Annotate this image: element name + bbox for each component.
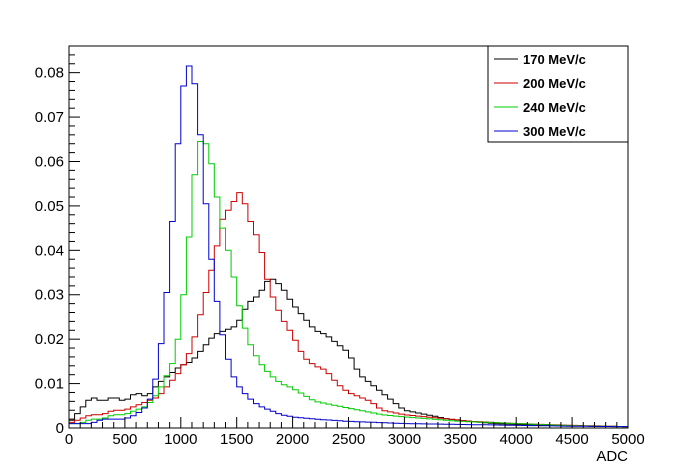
y-tick-label: 0.07 — [35, 109, 64, 126]
series-line-3 — [69, 141, 628, 428]
x-tick-label: 2000 — [276, 431, 309, 448]
series-line-4 — [69, 65, 628, 428]
y-tick-label: 0.05 — [35, 198, 64, 215]
y-tick-label: 0 — [56, 420, 64, 437]
x-tick-label: 4500 — [555, 431, 588, 448]
legend-label: 200 MeV/c — [523, 76, 586, 91]
legend: 170 MeV/c 200 MeV/c 240 MeV/c 300 MeV/c — [487, 45, 629, 143]
y-tick-label: 0.06 — [35, 153, 64, 170]
legend-box — [487, 45, 629, 143]
y-tick-label: 0.08 — [35, 65, 64, 82]
y-tick-label: 0.04 — [35, 242, 64, 259]
y-tick-label: 0.02 — [35, 331, 64, 348]
x-tick-label: 500 — [112, 431, 137, 448]
x-tick-label: 0 — [65, 431, 73, 448]
x-tick-label: 2500 — [332, 431, 365, 448]
x-tick-label: 1500 — [220, 431, 253, 448]
x-tick-label: 5000 — [611, 431, 644, 448]
series-layer — [69, 65, 628, 428]
x-tick-label: 4000 — [500, 431, 533, 448]
x-axis: 0 500 1000 1500 2000 2500 3000 3500 4000 4500 5000 — [65, 417, 645, 448]
y-tick-label: 0.01 — [35, 376, 64, 393]
y-axis: 0 0.01 0.02 0.03 0.04 0.05 0.06 0.07 0.08 — [35, 45, 80, 437]
legend-label: 170 MeV/c — [523, 52, 586, 67]
legend-label: 300 MeV/c — [523, 124, 586, 139]
x-tick-label: 1000 — [164, 431, 197, 448]
series-line-1 — [69, 278, 628, 428]
legend-label: 240 MeV/c — [523, 100, 586, 115]
y-tick-label: 0.03 — [35, 287, 64, 304]
x-axis-title: ADC — [596, 448, 628, 465]
x-tick-label: 3000 — [388, 431, 421, 448]
x-tick-label: 3500 — [444, 431, 477, 448]
